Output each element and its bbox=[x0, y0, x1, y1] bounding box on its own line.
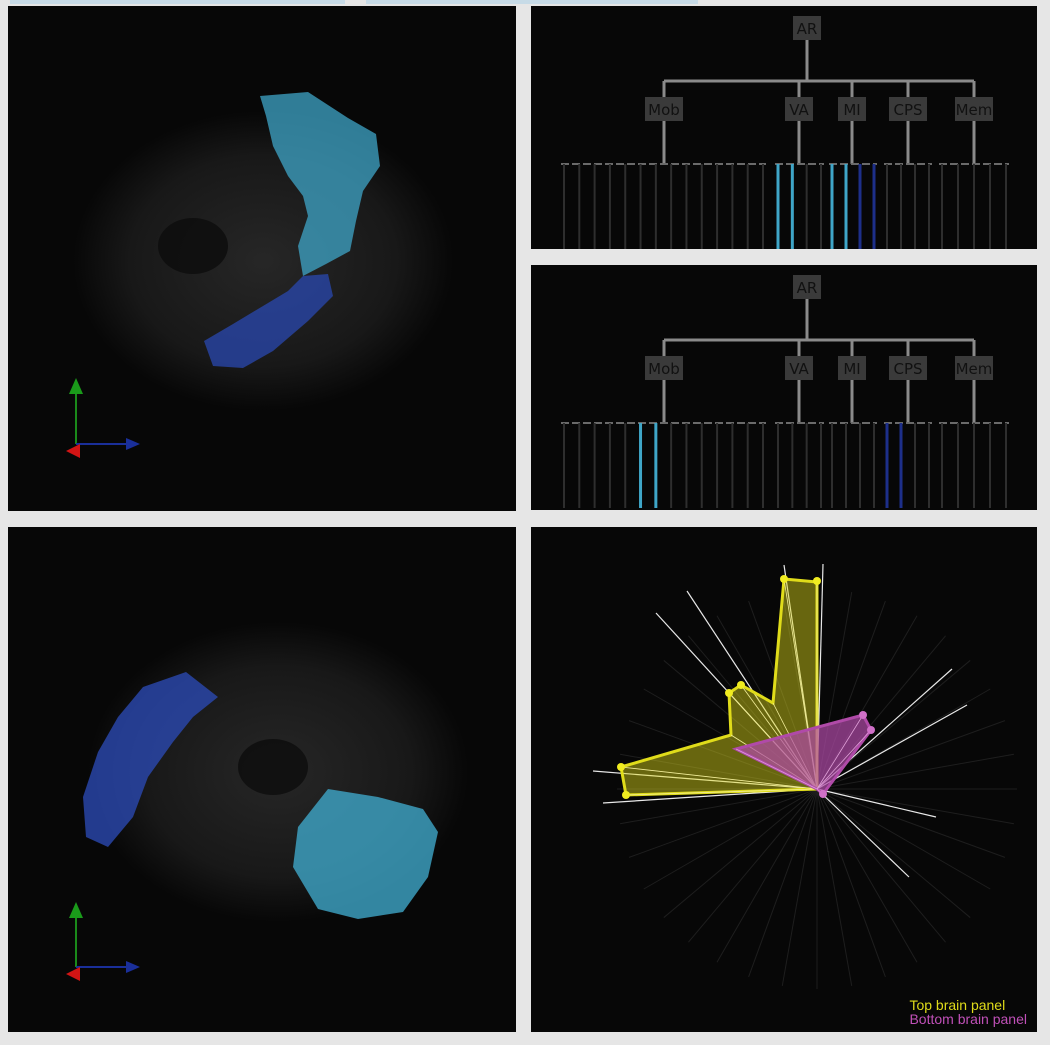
brain-view-top[interactable] bbox=[8, 6, 516, 511]
tree-node-va[interactable]: VA bbox=[789, 360, 809, 378]
top-strip-left bbox=[10, 0, 345, 4]
axes-gizmo-icon bbox=[66, 378, 140, 458]
tree-view-top[interactable]: AR Mob VA MI CPS Mem bbox=[531, 6, 1037, 249]
radar-point-bottom[interactable] bbox=[819, 790, 827, 798]
radar-spoke bbox=[816, 788, 918, 963]
radar-spoke-active bbox=[816, 788, 910, 878]
tree-node-box bbox=[955, 356, 993, 380]
legend: Top brain panel Bottom brain panel bbox=[909, 998, 1027, 1026]
tree-node-root[interactable]: AR bbox=[797, 20, 818, 38]
radar-spoke bbox=[619, 788, 818, 825]
tree-node-va[interactable]: VA bbox=[789, 101, 809, 119]
radar-spoke bbox=[816, 753, 1015, 790]
tree-node-box bbox=[785, 356, 813, 380]
radar-spoke bbox=[628, 720, 818, 790]
radar-spoke bbox=[816, 788, 946, 943]
radar-point-top[interactable] bbox=[622, 791, 630, 799]
radar-fan-line bbox=[816, 729, 872, 790]
radar-point-bottom[interactable] bbox=[867, 726, 875, 734]
radar-fan-line bbox=[816, 714, 864, 790]
tree-node-box bbox=[645, 356, 683, 380]
tree-node-mem[interactable]: Mem bbox=[956, 101, 993, 119]
tree-node-cps[interactable]: CPS bbox=[893, 360, 922, 378]
radar-spoke bbox=[816, 788, 853, 987]
tree-node-box bbox=[838, 356, 866, 380]
region-light-blue bbox=[293, 789, 438, 919]
radar-spoke bbox=[748, 788, 818, 978]
radar-spoke bbox=[816, 788, 991, 890]
radar-spoke-active bbox=[816, 704, 968, 790]
tree-node-mob[interactable]: Mob bbox=[648, 101, 680, 119]
radar-fan-line bbox=[620, 766, 818, 790]
tree-node-box bbox=[889, 97, 927, 121]
tree-node-mi[interactable]: MI bbox=[843, 360, 860, 378]
radar-point-top[interactable] bbox=[737, 681, 745, 689]
legend-bottom-label: Bottom brain panel bbox=[909, 1011, 1027, 1027]
tree-node-mem[interactable]: Mem bbox=[956, 360, 993, 378]
radar-fan-line bbox=[735, 748, 818, 790]
radar-spoke bbox=[816, 788, 1006, 858]
radar-spoke bbox=[816, 720, 1006, 790]
top-strip-right bbox=[366, 0, 698, 4]
radar-spoke bbox=[643, 788, 818, 890]
radar-spoke bbox=[619, 753, 818, 790]
radar-point-top[interactable] bbox=[813, 577, 821, 585]
brain-shadow bbox=[73, 111, 453, 411]
tree-node-root[interactable]: AR bbox=[797, 279, 818, 297]
radar-spoke bbox=[816, 788, 1015, 825]
tree-node-cps[interactable]: CPS bbox=[893, 101, 922, 119]
region-dark-blue bbox=[83, 672, 218, 847]
tree-node-mob[interactable]: Mob bbox=[648, 360, 680, 378]
tree-node-box bbox=[645, 97, 683, 121]
brain-view-bottom[interactable] bbox=[8, 527, 516, 1032]
tree-node-box bbox=[793, 275, 821, 299]
tree-node-box bbox=[793, 16, 821, 40]
radar-spoke bbox=[816, 788, 971, 918]
region-dark-blue bbox=[204, 274, 333, 368]
tree-node-box bbox=[838, 97, 866, 121]
radar-point-top[interactable] bbox=[780, 575, 788, 583]
radar-spoke bbox=[781, 788, 818, 987]
region-light-blue bbox=[260, 92, 380, 276]
radar-spoke bbox=[716, 788, 818, 963]
radar-spoke bbox=[628, 788, 818, 858]
radar-point-top[interactable] bbox=[725, 689, 733, 697]
tree-node-box bbox=[785, 97, 813, 121]
radar-fan-line bbox=[625, 788, 818, 796]
tree-node-mi[interactable]: MI bbox=[843, 101, 860, 119]
radar-spoke-active bbox=[816, 788, 937, 818]
legend-top-label: Top brain panel bbox=[909, 997, 1006, 1013]
radar-point-bottom[interactable] bbox=[859, 711, 867, 719]
radar-spoke bbox=[688, 788, 818, 943]
radar-chart[interactable]: Top brain panel Bottom brain panel bbox=[531, 527, 1037, 1032]
radar-spoke bbox=[663, 788, 818, 918]
radar-point-top[interactable] bbox=[617, 763, 625, 771]
tree-view-bottom[interactable]: AR Mob VA MI CPS Mem bbox=[531, 265, 1037, 510]
tree-node-box bbox=[889, 356, 927, 380]
radar-spoke bbox=[816, 788, 886, 978]
tree-node-box bbox=[955, 97, 993, 121]
axes-gizmo-icon bbox=[66, 902, 140, 981]
radar-spoke-active bbox=[592, 770, 818, 790]
